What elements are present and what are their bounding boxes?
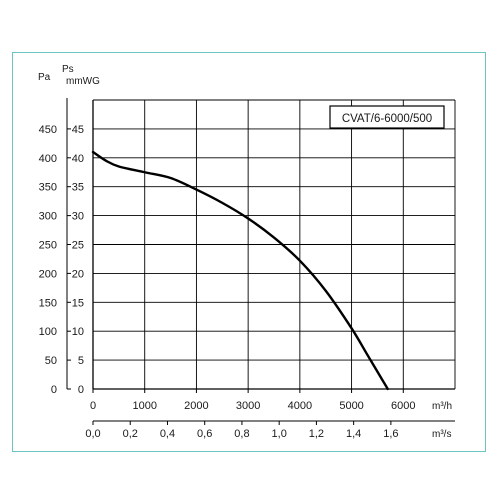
x-label-m3s: m³/s bbox=[432, 429, 451, 440]
tick-label-m3h: 4000 bbox=[288, 400, 312, 412]
tick-label-pa: 350 bbox=[39, 182, 57, 194]
tick-label-m3h: 6000 bbox=[391, 400, 415, 412]
tick-label-pa: 200 bbox=[39, 268, 57, 280]
tick-label-m3s: 1,6 bbox=[383, 428, 398, 440]
tick-label-pa: 450 bbox=[39, 124, 57, 136]
tick-label-m3s: 1,0 bbox=[272, 428, 287, 440]
tick-label-pa: 400 bbox=[39, 153, 57, 165]
tick-label-m3s: 0,6 bbox=[197, 428, 212, 440]
tick-label-mmwg: 15 bbox=[72, 297, 84, 309]
tick-label-mmwg: 30 bbox=[72, 211, 84, 223]
tick-label-pa: 150 bbox=[39, 297, 57, 309]
tick-label-mmwg: 0 bbox=[78, 384, 84, 396]
tick-label-m3s: 1,4 bbox=[346, 428, 361, 440]
tick-label-mmwg: 10 bbox=[72, 326, 84, 338]
chart-title: CVAT/6-6000/500 bbox=[342, 113, 432, 125]
tick-label-m3s: 0,2 bbox=[123, 428, 138, 440]
tick-label-m3h: 2000 bbox=[184, 400, 208, 412]
tick-label-pa: 100 bbox=[39, 326, 57, 338]
y-label-pa: Pa bbox=[38, 72, 51, 83]
tick-label-m3h: 0 bbox=[90, 400, 96, 412]
tick-label-m3s: 0,4 bbox=[160, 428, 175, 440]
tick-label-pa: 50 bbox=[45, 355, 57, 367]
x-label-m3h: m³/h bbox=[432, 401, 452, 412]
series-line bbox=[91, 150, 389, 391]
y-label-mmwg: mmWG bbox=[66, 76, 100, 87]
tick-label-m3s: 0,0 bbox=[85, 428, 100, 440]
tick-label-m3s: 1,2 bbox=[309, 428, 324, 440]
tick-label-pa: 250 bbox=[39, 240, 57, 252]
title-box bbox=[329, 105, 445, 129]
series-layer bbox=[91, 150, 389, 391]
grid bbox=[66, 98, 456, 425]
tick-label-m3h: 3000 bbox=[236, 400, 260, 412]
tick-label-m3h: 1000 bbox=[132, 400, 156, 412]
tick-label-mmwg: 20 bbox=[72, 268, 84, 280]
tick-label-pa: 0 bbox=[51, 384, 57, 396]
y-label-ps: Ps bbox=[62, 64, 74, 75]
tick-label-mmwg: 5 bbox=[78, 355, 84, 367]
tick-label-pa: 300 bbox=[39, 211, 57, 223]
tick-label-mmwg: 35 bbox=[72, 182, 84, 194]
tick-label-m3h: 5000 bbox=[339, 400, 363, 412]
tick-label-mmwg: 45 bbox=[72, 124, 84, 136]
tick-label-m3s: 0,8 bbox=[234, 428, 249, 440]
tick-label-mmwg: 40 bbox=[72, 153, 84, 165]
tick-label-mmwg: 25 bbox=[72, 240, 84, 252]
